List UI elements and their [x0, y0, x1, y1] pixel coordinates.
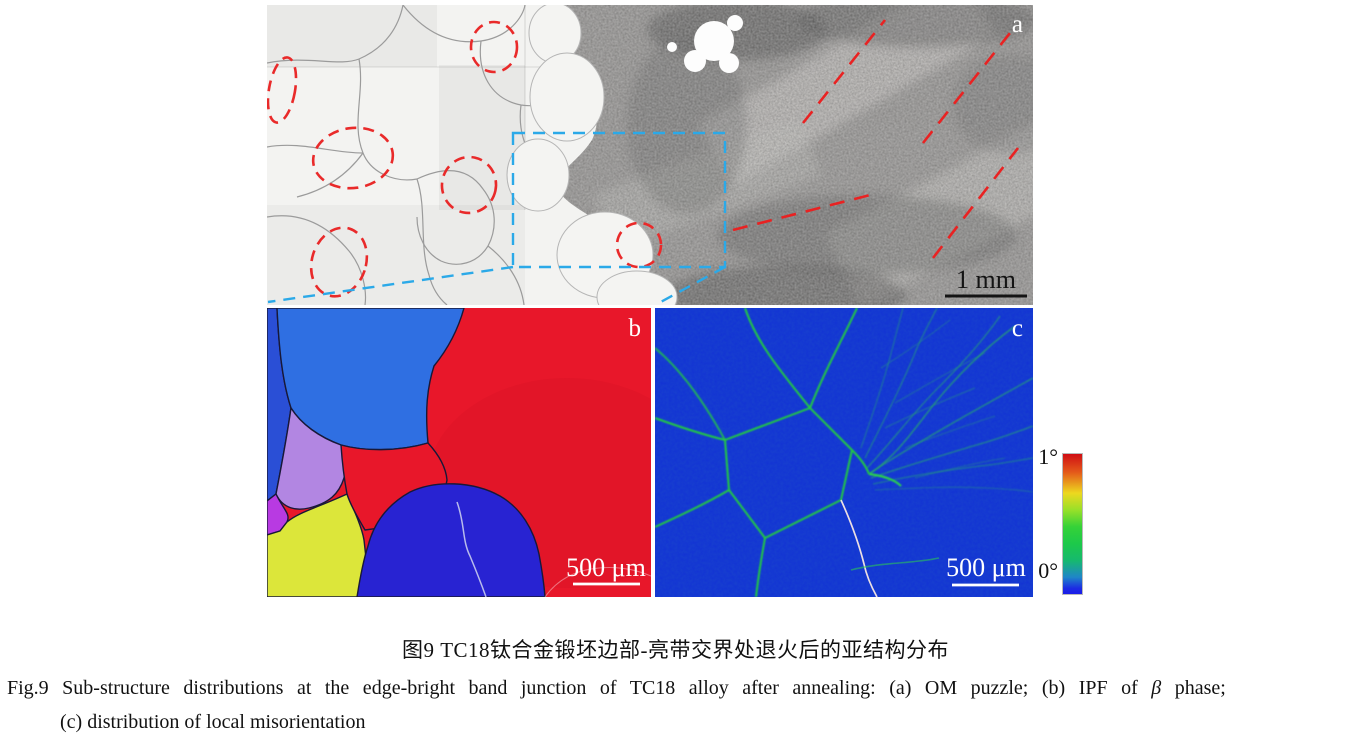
- red-dashed-flow-lines: [732, 19, 1020, 259]
- kam-grain-boundaries: [655, 308, 870, 597]
- caption-chinese: 图9 TC18钛合金锻坯边部-亮带交界处退火后的亚结构分布: [401, 638, 950, 662]
- grain-map: [267, 308, 546, 597]
- panel-b-canvas: b 500 μm: [267, 308, 651, 597]
- panel-b-label: b: [629, 315, 642, 342]
- caption-en-part2: phase;: [1161, 677, 1226, 699]
- junction-scallop-grains: [506, 5, 678, 305]
- panel-b-ipf-map: b 500 μm: [267, 308, 651, 597]
- grain-orchid: [275, 407, 346, 510]
- caption-english-line2: (c) distribution of local misorientation: [60, 711, 366, 733]
- misorientation-fan: [860, 308, 1033, 493]
- sub-boundary-squiggle: [456, 501, 487, 597]
- colorbar-min-label: 0°: [1038, 558, 1058, 583]
- faint-sub-boundary: [544, 567, 651, 597]
- caption-english-line1: Fig.9 Sub-structure distributions at the…: [7, 677, 1345, 700]
- grain-dark-blue-dome: [356, 483, 546, 597]
- white-boundary-squiggle: [840, 499, 878, 597]
- panel-a-canvas: a 1 mm: [267, 5, 1033, 305]
- bottom-green-streak: [850, 557, 940, 571]
- white-inclusion-blobs: [667, 15, 743, 73]
- panel-a-label: a: [1012, 11, 1023, 38]
- panel-b-scale-bar: 500 μm: [566, 553, 646, 586]
- colorbar-max-label: 1°: [1038, 444, 1058, 469]
- panel-b-scale-text: 500 μm: [566, 553, 646, 582]
- caption-en-beta: β: [1151, 677, 1162, 699]
- colorbar-gradient: [1062, 453, 1083, 595]
- panel-c-canvas: c 500 μm: [655, 308, 1033, 597]
- red-dashed-ellipses: [267, 20, 663, 298]
- panel-c-scale-text: 500 μm: [946, 553, 1026, 582]
- panel-a-scale-bar: 1 mm: [945, 265, 1027, 298]
- panel-c-misorientation-map: c 500 μm: [655, 308, 1033, 597]
- panel-a-om-image: a 1 mm: [267, 5, 1033, 305]
- panel-c-label: c: [1012, 315, 1023, 342]
- zoom-region-dashed-rect: [267, 131, 727, 305]
- panel-a-scale-text: 1 mm: [956, 265, 1016, 294]
- kam-noise: [655, 308, 1033, 597]
- panel-c-scale-bar: 500 μm: [946, 553, 1026, 587]
- caption-en-part1: Fig.9 Sub-structure distributions at the…: [7, 677, 1152, 699]
